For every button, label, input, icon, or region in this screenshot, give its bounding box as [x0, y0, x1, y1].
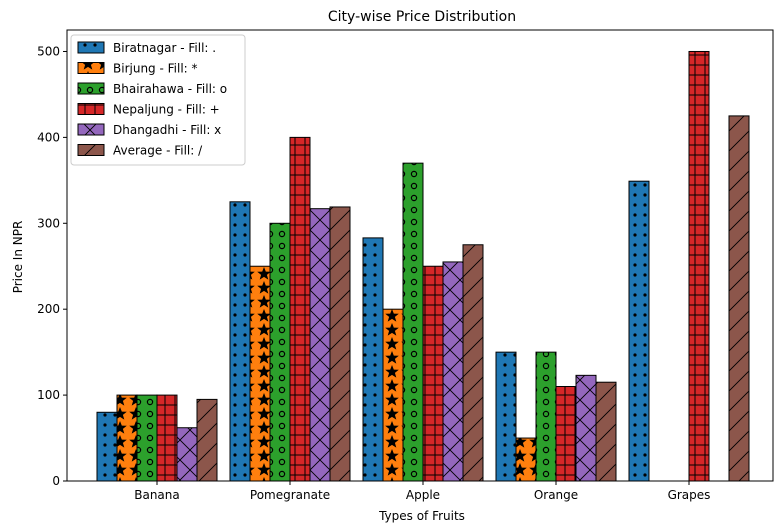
y-tick-label: 0: [52, 474, 60, 488]
legend-swatch-average-hatch: [77, 144, 105, 156]
y-axis-label: Price In NPR: [11, 221, 25, 294]
bar-pomegranate-dhangadhi-hatch: [309, 208, 331, 482]
bar-grapes-nepaljung-hatch: [688, 50, 710, 482]
legend-label: Bhairahawa - Fill: o: [113, 82, 227, 96]
legend-swatch-bhairahawa-hatch: [77, 82, 105, 95]
bar-grapes-biratnagar-hatch: [628, 180, 650, 482]
bar-banana-biratnagar-hatch: [96, 411, 118, 482]
bar-apple-bhairahawa-hatch: [402, 162, 424, 482]
y-tick-label: 100: [37, 388, 60, 402]
bar-pomegranate-bhairahawa-hatch: [269, 222, 291, 482]
x-tick-label: Pomegranate: [250, 488, 330, 502]
legend-swatch-birjung-hatch: [77, 62, 105, 74]
bar-pomegranate-biratnagar-hatch: [229, 201, 251, 482]
y-axis: 0 100 200 300 400 500: [37, 44, 67, 488]
legend-label: Nepaljung - Fill: +: [113, 103, 220, 117]
bars-group: [96, 50, 750, 482]
bar-grapes-average-hatch: [728, 115, 750, 482]
bar-orange-average-hatch: [595, 381, 617, 482]
bar-banana-birjung-hatch: [116, 394, 138, 482]
plot-frame: [66, 29, 774, 482]
y-tick-label: 200: [37, 302, 60, 316]
bar-apple-nepaljung-hatch: [422, 265, 444, 482]
y-tick-label: 400: [37, 130, 60, 144]
legend-label: Dhangadhi - Fill: x: [113, 123, 221, 137]
bar-apple-average-hatch: [462, 244, 484, 482]
legend-swatch-biratnagar-hatch: [77, 41, 105, 54]
x-axis-label: Types of Fruits: [378, 509, 465, 523]
y-tick-label: 300: [37, 216, 60, 230]
bar-orange-nepaljung-hatch: [555, 386, 577, 482]
bar-apple-biratnagar-hatch: [362, 237, 384, 482]
chart-title: City-wise Price Distribution: [328, 9, 516, 25]
bar-banana-nepaljung-hatch: [156, 394, 178, 482]
x-tick-label: Grapes: [668, 488, 711, 502]
x-tick-label: Banana: [134, 488, 180, 502]
legend-box: [70, 34, 246, 166]
legend-swatch-dhangadhi-hatch: [77, 123, 105, 136]
bar-banana-average-hatch: [196, 398, 218, 482]
bar-banana-bhairahawa-hatch: [136, 394, 158, 482]
bar-pomegranate-birjung-hatch: [249, 265, 271, 482]
legend-label: Average - Fill: /: [113, 144, 203, 158]
bar-apple-birjung-hatch: [382, 308, 404, 482]
bar-banana-dhangadhi-hatch: [176, 427, 198, 482]
bar-orange-bhairahawa-hatch: [535, 351, 557, 482]
legend: Biratnagar - Fill: . Birjung - Fill: * Bha…: [70, 34, 246, 166]
legend-label: Biratnagar - Fill: .: [113, 41, 216, 55]
bar-orange-birjung-hatch: [515, 437, 537, 482]
bar-pomegranate-nepaljung-hatch: [289, 136, 311, 482]
x-tick-label: Orange: [534, 488, 578, 502]
y-tick-label: 500: [37, 44, 60, 58]
legend-swatch-nepaljung-hatch: [77, 103, 105, 115]
bar-pomegranate-average-hatch: [329, 206, 351, 482]
x-tick-label: Apple: [406, 488, 440, 502]
bar-orange-dhangadhi-hatch: [575, 374, 597, 482]
bar-orange-biratnagar-hatch: [495, 351, 517, 482]
bar-apple-dhangadhi-hatch: [442, 261, 464, 482]
legend-label: Birjung - Fill: *: [113, 62, 198, 76]
x-axis: Banana Pomegranate Apple Orange Grapes: [134, 481, 710, 502]
